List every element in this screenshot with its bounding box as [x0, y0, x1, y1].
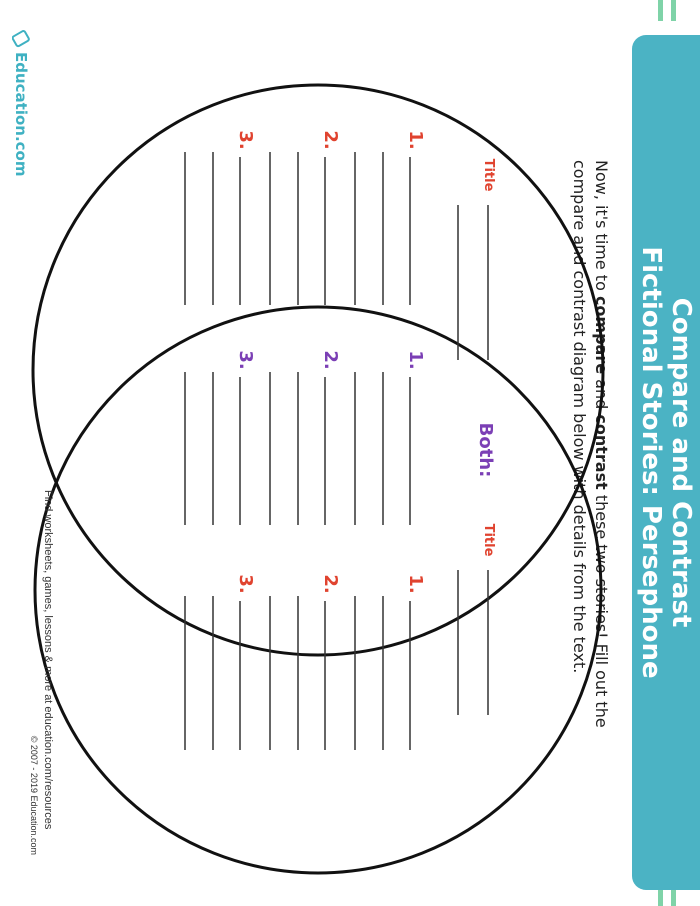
venn-circle	[31, 83, 605, 657]
item-number: 2.	[320, 130, 341, 149]
section-label: Title	[481, 524, 496, 557]
item-number: 2.	[320, 350, 341, 369]
item-number: 2.	[320, 574, 341, 593]
item-number: 1.	[405, 574, 426, 593]
section-label: Both:	[475, 423, 496, 478]
item-number: 1.	[405, 350, 426, 369]
section-label: Title	[481, 159, 496, 192]
logo: Education.com	[12, 30, 30, 177]
copyright: © 2007 - 2019 Education.com	[29, 735, 39, 855]
logo-icon	[12, 30, 30, 48]
logo-text: Education.com	[12, 52, 30, 177]
venn-circle	[33, 305, 603, 875]
item-number: 1.	[405, 130, 426, 149]
item-number: 3.	[235, 130, 256, 149]
item-number: 3.	[235, 350, 256, 369]
item-number: 3.	[235, 574, 256, 593]
footer-text: Find worksheets, games, lessons & more a…	[42, 490, 54, 830]
